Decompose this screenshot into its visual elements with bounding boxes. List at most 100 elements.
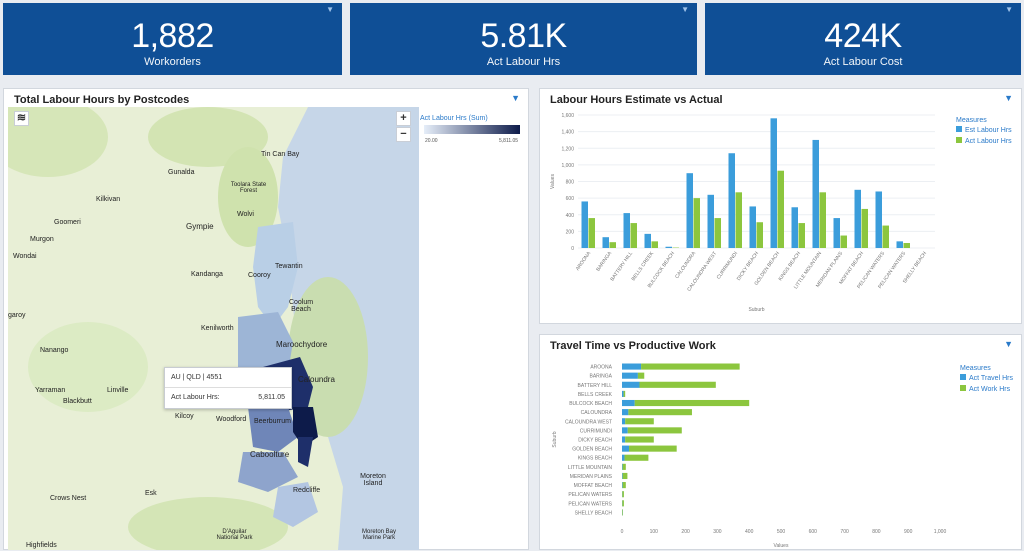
bar xyxy=(736,192,743,248)
map-panel: Total Labour Hours by Postcodes ▼ Tin Ca… xyxy=(3,88,529,550)
place-label: Tewantin xyxy=(275,263,303,270)
x-tick-label: 900 xyxy=(904,529,913,535)
y-tick-label: CURRIMUNDI xyxy=(580,428,612,434)
place-label: Goomeri xyxy=(54,219,81,226)
bar xyxy=(834,218,841,248)
kpi-act-labour-cost[interactable]: ▼ 424K Act Labour Cost xyxy=(705,3,1021,75)
y-tick-label: 1,000 xyxy=(561,163,574,169)
place-label: Caloundra xyxy=(298,375,335,384)
bar xyxy=(841,236,848,248)
legend-label: Act Travel Hrs xyxy=(969,375,1013,382)
bar xyxy=(750,206,757,248)
bar xyxy=(625,436,654,442)
y-tick-label: GOLDEN BEACH xyxy=(572,447,612,453)
legend-swatch xyxy=(956,137,962,143)
bar xyxy=(757,222,764,248)
y-tick-label: 600 xyxy=(566,196,575,202)
place-label: D'Aguilar National Park xyxy=(212,529,257,541)
y-tick-label: MERIDAN PLAINS xyxy=(570,474,613,480)
x-tick-label: 800 xyxy=(872,529,881,535)
place-label: Tin Can Bay xyxy=(261,151,299,158)
place-label: Wolvi xyxy=(237,211,254,218)
map-tooltip: AU | QLD | 4551 Act Labour Hrs: 5,811.05 xyxy=(164,367,292,409)
bar xyxy=(855,190,862,248)
y-tick-label: 800 xyxy=(566,180,575,186)
layers-button[interactable]: ≋ xyxy=(14,111,29,126)
bar xyxy=(629,446,677,452)
bar xyxy=(622,464,623,470)
kpi-value: 5.81K xyxy=(350,17,697,56)
kpi-act-labour-hrs[interactable]: ▼ 5.81K Act Labour Hrs xyxy=(350,3,697,75)
y-tick-label: PELICAN WATERS xyxy=(568,492,612,498)
x-tick-label: 300 xyxy=(713,529,722,535)
x-tick-label: 200 xyxy=(681,529,690,535)
x-tick-label: 0 xyxy=(621,529,624,535)
bar xyxy=(622,364,641,370)
bar xyxy=(623,473,628,479)
y-tick-label: 400 xyxy=(566,213,575,219)
place-label: Moreton Island xyxy=(358,473,388,487)
bar xyxy=(694,198,701,248)
bar xyxy=(622,400,635,406)
bar xyxy=(622,373,638,379)
x-tick-label: AROONA xyxy=(575,250,593,272)
place-label: Kilkivan xyxy=(96,196,120,203)
y-tick-label: 1,400 xyxy=(561,130,574,136)
bar xyxy=(622,446,629,452)
legend-label: Act Labour Hrs xyxy=(965,138,1012,145)
filter-icon[interactable]: ▼ xyxy=(326,5,334,14)
zoom-in-button[interactable]: + xyxy=(396,111,411,126)
place-label: Moreton Bay Marine Park xyxy=(354,529,404,541)
y-tick-label: BELLS CREEK xyxy=(578,392,613,398)
bar xyxy=(631,223,638,248)
bar xyxy=(729,153,736,248)
place-label: Blackbutt xyxy=(63,398,92,405)
tooltip-value: 5,811.05 xyxy=(258,394,285,401)
bar xyxy=(622,409,628,415)
place-label: Wondai xyxy=(13,253,37,260)
bar xyxy=(622,427,628,433)
x-tick-label: 100 xyxy=(650,529,659,535)
place-label: Gunalda xyxy=(168,169,194,176)
bar xyxy=(708,195,715,248)
bar xyxy=(813,140,820,248)
map-legend-bar xyxy=(424,125,520,134)
kpi-label: Act Labour Cost xyxy=(705,56,1021,68)
y-tick-label: SHELLY BEACH xyxy=(575,510,613,516)
y-tick-label: MOFFAT BEACH xyxy=(574,483,613,489)
zoom-out-button[interactable]: − xyxy=(396,127,411,142)
place-label: Murgon xyxy=(30,236,54,243)
bar xyxy=(622,500,624,506)
kpi-workorders[interactable]: ▼ 1,882 Workorders xyxy=(3,3,342,75)
bar xyxy=(820,192,827,248)
place-label: Esk xyxy=(145,490,157,497)
bar xyxy=(715,218,722,248)
map-labels: Tin Can Bay Gunalda Toolara State Forest… xyxy=(8,107,419,550)
filter-icon[interactable]: ▼ xyxy=(1005,5,1013,14)
place-label: Beerburrum xyxy=(254,418,291,425)
bar xyxy=(622,455,625,461)
bar xyxy=(771,118,778,248)
x-tick-label: 700 xyxy=(840,529,849,535)
bar xyxy=(862,209,869,248)
y-tick-label: AROONA xyxy=(590,365,612,371)
y-tick-label: BARINGA xyxy=(589,374,612,380)
bar xyxy=(687,173,694,248)
y-tick-label: CALOUNDRA WEST xyxy=(565,419,612,425)
place-label: Maroochydore xyxy=(276,340,327,349)
bar xyxy=(799,223,806,248)
y-tick-label: BATTERY HILL xyxy=(578,383,613,389)
place-label: Woodford xyxy=(216,416,246,423)
bar xyxy=(628,409,692,415)
bar xyxy=(623,482,626,488)
filter-icon[interactable]: ▼ xyxy=(511,93,520,103)
place-label: Kenilworth xyxy=(201,325,234,332)
filter-icon[interactable]: ▼ xyxy=(681,5,689,14)
y-tick-label: 1,200 xyxy=(561,146,574,152)
tooltip-title: AU | QLD | 4551 xyxy=(171,374,222,381)
bar xyxy=(622,382,639,388)
place-label: garoy xyxy=(8,312,26,319)
